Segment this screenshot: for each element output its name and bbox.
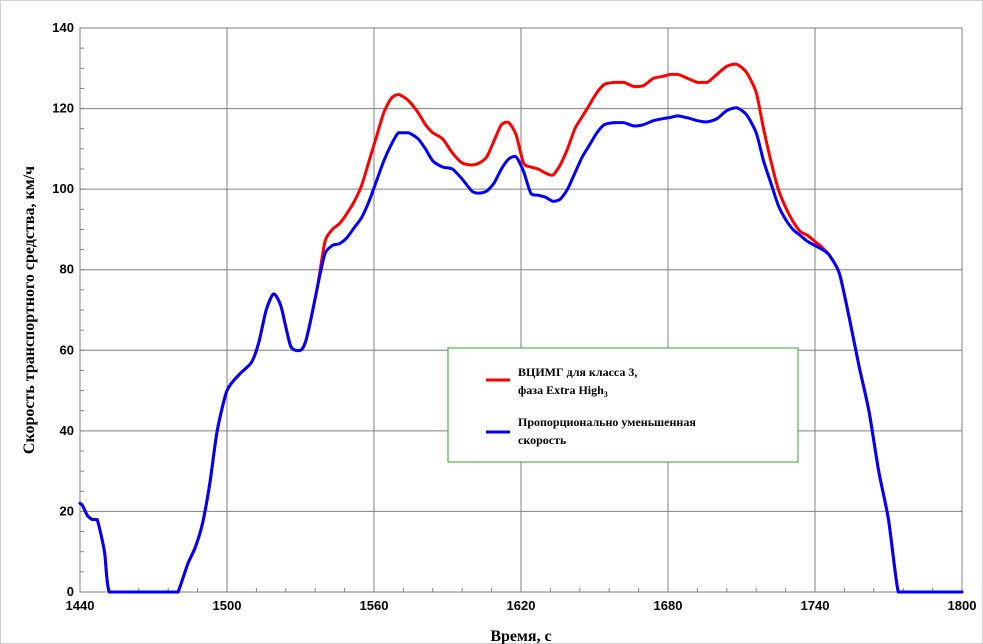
legend-entry-1-subscript: 3	[604, 390, 608, 399]
x-tick-label-4: 1680	[654, 598, 683, 613]
x-tick-label-6: 1800	[948, 598, 977, 613]
series-lines	[78, 62, 964, 594]
y-tick-label-7: 140	[52, 20, 74, 35]
legend-entry-1-line2-main: фаза Extra High	[518, 383, 604, 397]
legend-entry-2-line2: скорость	[518, 433, 567, 447]
y-tick-label-3: 60	[60, 342, 74, 357]
x-tick-label-1: 1500	[213, 598, 242, 613]
y-tick-label-4: 80	[60, 262, 74, 277]
x-tick-label-5: 1740	[801, 598, 830, 613]
x-tick-label-0: 1440	[66, 598, 95, 613]
legend-box	[447, 347, 799, 463]
x-axis-title: Время, с	[490, 628, 551, 644]
series-line-2	[78, 106, 964, 594]
legend-entry-2-line1: Пропорционально уменьшенная	[518, 415, 696, 429]
tick-labels: 1440 1500 1560 1620 1680 1740 1800 0 20 40 60 80 100…	[52, 20, 976, 613]
y-axis-title: Скорость транспортного средства, км/ч	[21, 166, 38, 454]
y-tick-label-6: 120	[52, 101, 74, 116]
legend: ВЦИМГ для класса 3, фаза Extra High3 Про…	[447, 347, 799, 463]
y-tick-label-2: 40	[60, 423, 74, 438]
legend-entry-1-line1: ВЦИМГ для класса 3,	[518, 365, 637, 379]
y-tick-label-1: 20	[60, 503, 74, 518]
y-tick-label-5: 100	[52, 181, 74, 196]
x-tick-label-2: 1560	[360, 598, 389, 613]
plot-area-border	[79, 27, 963, 593]
legend-entry-1-line2: фаза Extra High3	[518, 383, 608, 399]
y-tick-label-0: 0	[67, 584, 74, 599]
x-tick-label-3: 1620	[507, 598, 536, 613]
